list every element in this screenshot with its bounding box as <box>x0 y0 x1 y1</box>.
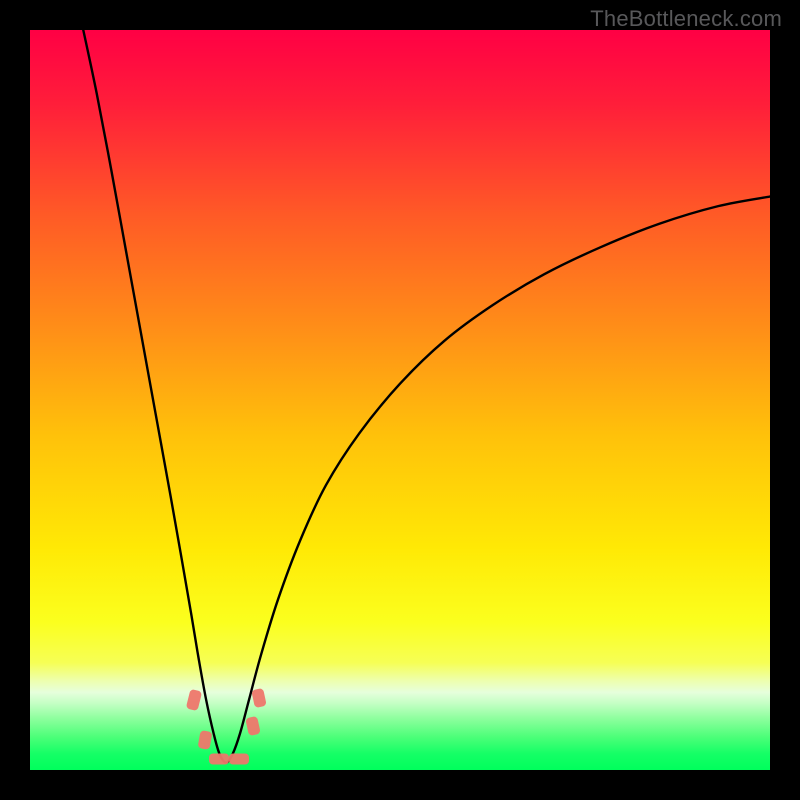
curve-marker <box>229 753 249 764</box>
curve-marker <box>246 716 261 736</box>
curve-marker <box>198 730 213 750</box>
bottleneck-curve <box>30 30 770 770</box>
curve-marker <box>209 753 229 764</box>
curve-marker <box>186 689 202 711</box>
plot-frame <box>30 30 770 770</box>
curve-marker <box>252 688 267 708</box>
gradient-background <box>30 30 770 770</box>
plot-area <box>30 30 770 770</box>
watermark-text: TheBottleneck.com <box>590 6 782 32</box>
